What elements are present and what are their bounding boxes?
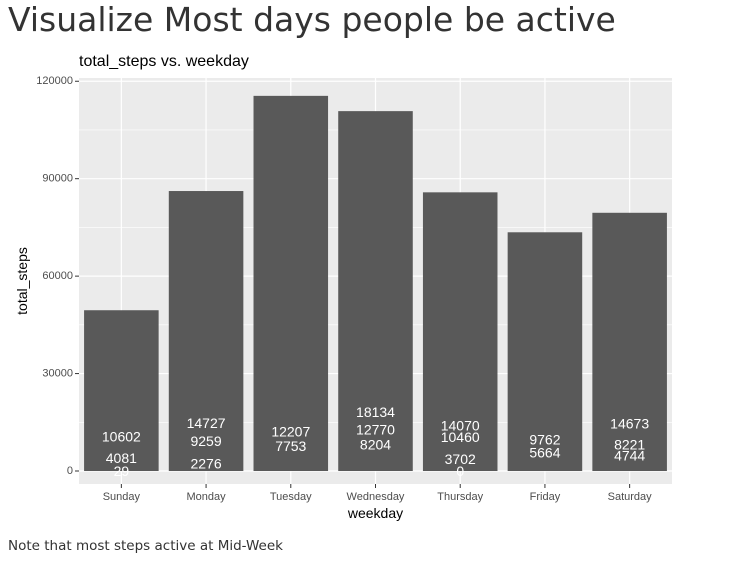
bar-monday: [168, 191, 244, 472]
bar-data-label: 12770: [356, 422, 395, 438]
bar-data-label: 12207: [271, 423, 310, 439]
bar-data-label: 14070: [441, 417, 480, 433]
bar-data-label: 10602: [102, 429, 141, 445]
bar-thursday: [422, 192, 498, 472]
bar-data-label: 10460: [441, 429, 480, 445]
footnote: Note that most steps active at Mid-Week: [8, 538, 283, 554]
bar-data-label: 2276: [190, 456, 221, 472]
x-axis-title: weekday: [347, 505, 403, 521]
bar-data-label: 29: [114, 463, 130, 479]
bar-data-label: 8204: [360, 436, 391, 452]
x-tick-label: Friday: [530, 491, 561, 503]
chart-title: total_steps vs. weekday: [79, 53, 249, 70]
x-tick-label: Tuesday: [270, 491, 312, 503]
x-tick-label: Wednesday: [347, 491, 405, 503]
x-tick-label: Saturday: [608, 491, 653, 503]
bar-data-label: 4081: [106, 450, 137, 466]
x-axis-ticks: Sunday Monday Tuesday Wednesday Thursday Frid…: [103, 484, 652, 503]
bar-data-label: 18134: [356, 404, 395, 420]
bars: [84, 95, 667, 472]
bar-data-label: 14727: [187, 415, 226, 431]
bar-data-label: 0: [456, 463, 464, 479]
x-tick-label: Sunday: [103, 491, 141, 503]
bar-sunday: [84, 310, 159, 472]
x-tick-label: Monday: [187, 491, 227, 503]
y-tick-label: 60000: [42, 270, 73, 282]
y-tick-label: 0: [67, 465, 73, 477]
x-tick-label: Thursday: [437, 491, 483, 503]
bar-wednesday: [338, 111, 413, 472]
bar-data-label: 9762: [529, 431, 560, 447]
y-tick-label: 120000: [36, 75, 73, 87]
y-tick-label: 30000: [42, 368, 73, 380]
bar-data-label: 7753: [275, 438, 306, 454]
bar-data-label: 9259: [190, 433, 221, 449]
bar-data-label: 5664: [529, 445, 560, 461]
bar-friday: [507, 232, 583, 472]
y-tick-label: 90000: [42, 173, 73, 185]
bar-tuesday: [253, 95, 329, 472]
bar-data-label: 14673: [610, 415, 649, 431]
y-axis-ticks: 0 30000 60000 90000 120000: [36, 75, 79, 477]
bar-data-label: 8221: [614, 436, 645, 452]
bar-data-label: 3702: [445, 451, 476, 467]
y-axis-title: total_steps: [14, 247, 30, 315]
bar-saturday: [592, 212, 667, 472]
bar-data-label: 4744: [614, 448, 645, 464]
page-heading: Visualize Most days people be active: [8, 0, 616, 39]
